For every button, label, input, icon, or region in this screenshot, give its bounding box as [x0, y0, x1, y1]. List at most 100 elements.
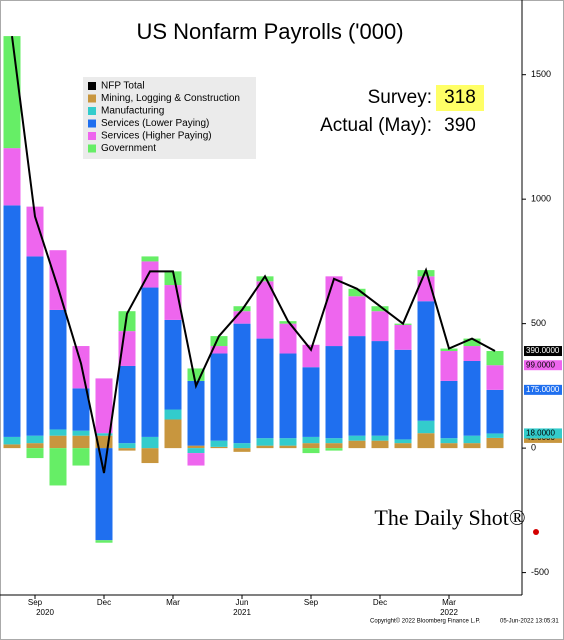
- chart-title: US Nonfarm Payrolls ('000): [136, 19, 403, 44]
- bar-segment: [486, 433, 504, 438]
- bar-segment: [440, 351, 458, 381]
- bar-segment: [141, 256, 159, 262]
- bar-segment: [49, 448, 67, 486]
- bar-segment: [279, 445, 297, 449]
- bar-segment: [72, 388, 90, 431]
- bar-segment: [486, 437, 504, 449]
- bar-segment: [440, 438, 458, 444]
- bar-segment: [394, 443, 412, 449]
- bar-segment: [348, 336, 366, 436]
- bar-segment: [486, 389, 504, 434]
- x-tick-label: Mar: [166, 598, 180, 607]
- bar-segment: [72, 435, 90, 449]
- actual-value: 390: [444, 115, 476, 136]
- bar-segment: [302, 448, 320, 454]
- bar-segment: [187, 448, 205, 454]
- bar-segment: [26, 448, 44, 459]
- bar-segment: [210, 353, 228, 441]
- survey-highlight: [436, 85, 484, 111]
- bar-segment: [394, 324, 412, 350]
- bar-segment: [348, 435, 366, 441]
- bar-segment: [371, 311, 389, 342]
- bar-segment: [371, 306, 389, 312]
- legend-swatch: [88, 132, 96, 140]
- total-line: [11, 35, 496, 474]
- bar-segment: [26, 435, 44, 444]
- bar-segment: [302, 367, 320, 437]
- bar-segment: [164, 271, 182, 286]
- legend-label: Manufacturing: [101, 106, 164, 117]
- bar-segment: [325, 346, 343, 439]
- x-tick-label: Sep: [304, 598, 319, 607]
- bar-segment: [49, 309, 67, 430]
- x-tick-label: Dec: [97, 598, 111, 607]
- bar-segment: [164, 409, 182, 420]
- bar-segment: [302, 443, 320, 449]
- survey-value: 318: [444, 87, 476, 108]
- bar-segment: [118, 311, 136, 332]
- bar-segment: [187, 445, 205, 449]
- bar-segment: [302, 436, 320, 444]
- bar-segment: [233, 443, 251, 449]
- x-tick-label: Mar: [442, 598, 456, 607]
- bar-segment: [325, 443, 343, 449]
- bar-segment: [417, 420, 435, 434]
- x-tick-label: Jun: [236, 598, 249, 607]
- legend-label: Government: [101, 143, 156, 154]
- y-tick-label: 1500: [531, 69, 551, 79]
- bar-segment: [417, 301, 435, 421]
- legend-swatch: [88, 119, 96, 128]
- bar-segment: [463, 338, 481, 347]
- bar-segment: [279, 353, 297, 439]
- value-label-bg: [524, 384, 562, 395]
- bar-segment: [486, 365, 504, 390]
- bar-segment: [417, 433, 435, 449]
- value-label: 390.0000: [526, 346, 560, 355]
- bar-segment: [3, 148, 21, 206]
- bar-segment: [95, 448, 113, 541]
- legend-label: Services (Higher Paying): [101, 131, 212, 142]
- bar-segment: [256, 281, 274, 339]
- legend-swatch: [88, 94, 96, 103]
- bar-segment: [348, 440, 366, 449]
- actual-label: Actual (May):: [320, 115, 432, 136]
- bar-segment: [302, 344, 320, 368]
- year-label: 2020: [36, 608, 54, 617]
- bar-segment: [141, 436, 159, 449]
- bar-segment: [72, 430, 90, 436]
- bar-segment: [3, 36, 21, 149]
- bar-segment: [371, 435, 389, 441]
- bar-segment: [371, 440, 389, 449]
- bar-segment: [141, 448, 159, 464]
- bar-segment: [49, 250, 67, 310]
- bar-segment: [256, 445, 274, 449]
- year-label: 2022: [440, 608, 458, 617]
- bar-segment: [463, 435, 481, 444]
- bar-segment: [348, 296, 366, 337]
- bar-segment: [26, 256, 44, 436]
- branding: The Daily Shot®: [374, 505, 525, 530]
- bar-segment: [164, 419, 182, 449]
- x-tick-label: Dec: [373, 598, 387, 607]
- legend-swatch: [88, 144, 96, 153]
- bar-segment: [394, 439, 412, 444]
- bar-segment: [26, 206, 44, 257]
- y-tick-label: -500: [531, 567, 549, 577]
- bar-segment: [187, 380, 205, 446]
- bar-segment: [3, 444, 21, 449]
- bar-segment: [325, 438, 343, 444]
- bar-segment: [164, 319, 182, 410]
- bar-segment: [440, 380, 458, 439]
- copyright: Copyright© 2022 Bloomberg Finance L.P.: [370, 618, 481, 625]
- bar-segment: [256, 276, 274, 282]
- value-label-bg: [524, 360, 562, 371]
- survey-label: Survey:: [368, 87, 432, 108]
- legend-label: Mining, Logging & Construction: [101, 93, 240, 104]
- legend-label: Services (Lower Paying): [101, 118, 209, 129]
- bar-segment: [325, 448, 343, 451]
- bar-segment: [486, 351, 504, 366]
- bar-segment: [256, 338, 274, 439]
- bar-segment: [279, 323, 297, 354]
- y-tick-label: 1000: [531, 194, 551, 204]
- bar-segment: [141, 287, 159, 437]
